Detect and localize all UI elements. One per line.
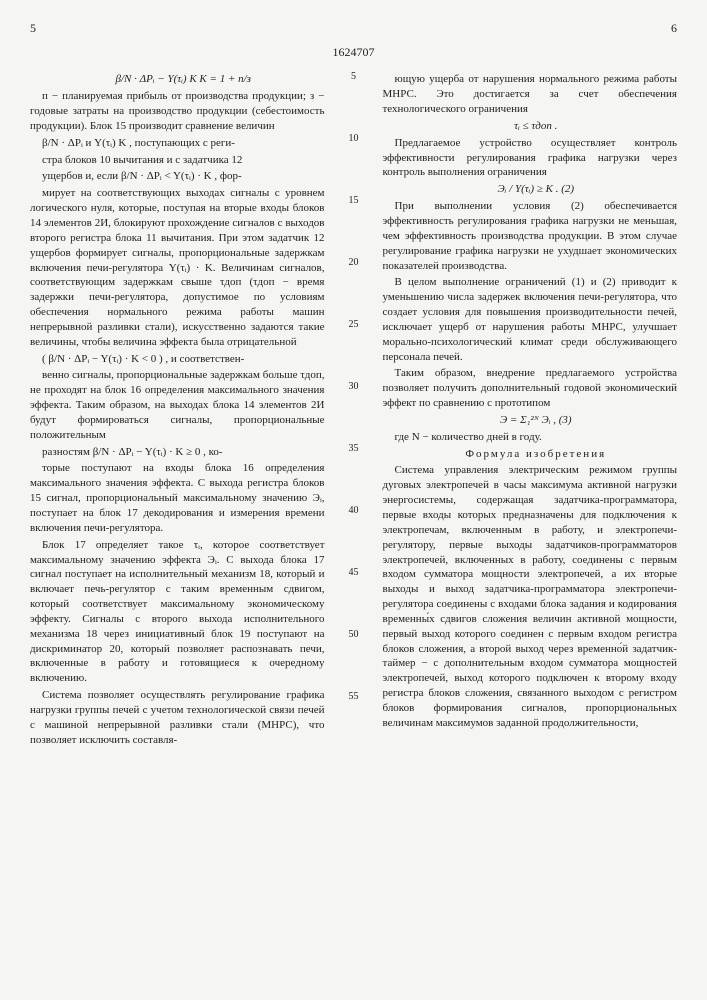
body-text: В целом выполнение ограничений (1) и (2)… [383,275,678,364]
line-number-gutter: 5 10 15 20 25 30 35 40 45 50 55 [345,72,363,754]
line-number: 35 [345,444,363,454]
line-number: 45 [345,568,363,578]
line-number: 40 [345,506,363,516]
body-text: ющую ущерба от нарушения нормального реж… [383,72,678,117]
page-num-left: 5 [30,20,36,36]
body-text: торые поступают на входы блока 16 опреде… [30,461,325,535]
body-text: Система позволяет осуществлять регулиров… [30,688,325,747]
line-number: 25 [345,320,363,330]
line-number: 15 [345,196,363,206]
body-text: венно сигналы, пропорциональные задержка… [30,368,325,442]
body-text: Таким образом, внедрение предлагаемого у… [383,366,678,411]
body-text: п − планируемая прибыль от производства … [30,89,325,134]
body-text: стра блоков 10 вычитания и с задатчика 1… [30,153,325,168]
line-number: 55 [345,692,363,702]
body-text: ( β/N · ΔPᵢ − Y(τᵢ) · K < 0 ) , и соотве… [30,352,325,367]
doc-number: 1624707 [30,44,677,60]
body-text: Система управления электрическим режимом… [383,463,678,730]
claim-title: Формула изобретения [383,447,678,462]
body-text: β/N · ΔPᵢ и Y(τᵢ) K , поступающих с реги… [30,136,325,151]
body-text: ущербов и, если β/N · ΔPᵢ < Y(τᵢ) · K , … [30,169,325,184]
line-number: 10 [345,134,363,144]
line-number: 20 [345,258,363,268]
formula: β/N · ΔPᵢ − Y(τᵢ) K K = 1 + п/з [30,72,325,87]
body-text: Блок 17 определяет такое τᵢ, которое соо… [30,538,325,686]
body-text: При выполнении условия (2) обеспечиваетс… [383,199,678,273]
formula: τᵢ ≤ τдоп . [383,119,678,134]
body-text: разностям β/N · ΔPᵢ − Y(τᵢ) · K ≥ 0 , ко… [30,445,325,460]
line-number: 5 [345,72,363,82]
body-text: мирует на соответствующих выходах сигнал… [30,186,325,349]
left-column: β/N · ΔPᵢ − Y(τᵢ) K K = 1 + п/з п − план… [30,72,325,754]
line-number: 50 [345,630,363,640]
right-column: ющую ущерба от нарушения нормального реж… [383,72,678,754]
body-text: где N − количество дней в году. [383,430,678,445]
line-number: 30 [345,382,363,392]
page-num-right: 6 [671,20,677,36]
formula: Эᵢ / Y(τᵢ) ≥ K . (2) [383,182,678,197]
body-text: Предлагаемое устройство осуществляет кон… [383,136,678,181]
formula: Э = Σ₁²ᴺ Эᵢ , (3) [383,413,678,428]
